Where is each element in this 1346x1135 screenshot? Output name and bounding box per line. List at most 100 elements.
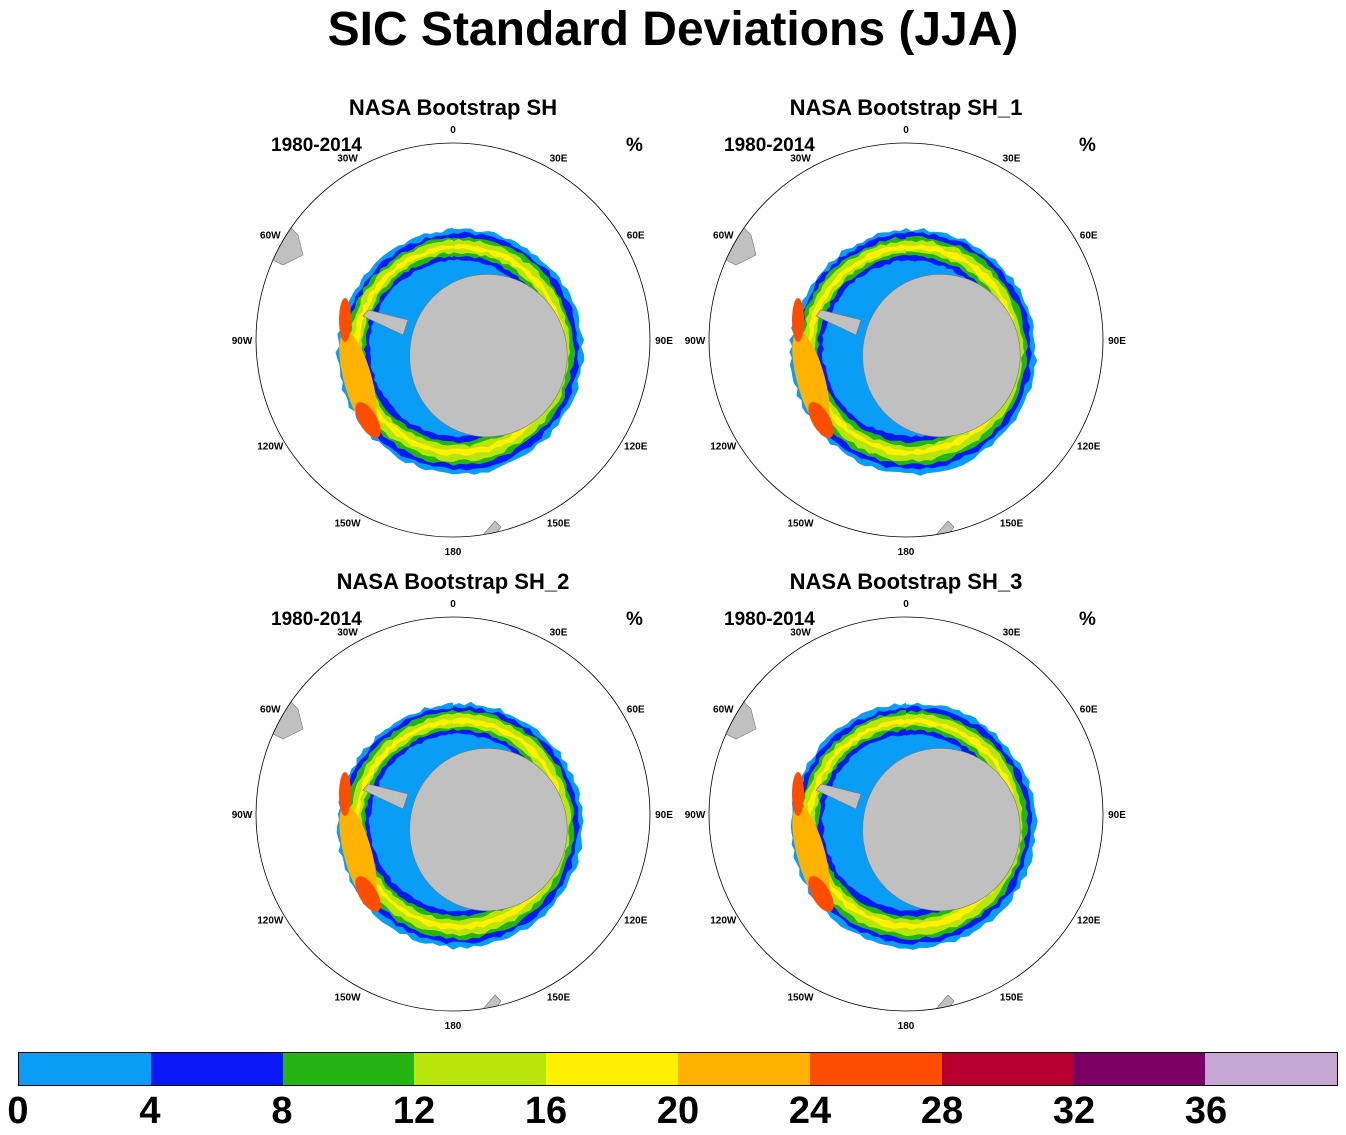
panel-units: % (626, 135, 643, 156)
colorbar-segment (282, 1053, 415, 1085)
main-title: SIC Standard Deviations (JJA) (327, 3, 1019, 56)
ice-hotspot (792, 805, 830, 903)
longitude-label: 90E (655, 810, 673, 821)
colorbar-label: 12 (392, 1090, 436, 1132)
longitude-label: 90E (655, 336, 673, 347)
colorbar-segment (809, 1053, 942, 1085)
longitude-label: 0 (903, 125, 909, 136)
colorbar-segment (19, 1053, 151, 1085)
longitude-label: 180 (898, 1021, 915, 1032)
colorbar-segment (150, 1053, 283, 1085)
longitude-label: 30W (790, 153, 811, 164)
longitude-label: 120E (1077, 442, 1101, 453)
colorbar-label: 32 (1052, 1090, 1096, 1132)
colorbar-label: 28 (920, 1090, 964, 1132)
colorbar-label: 16 (524, 1090, 568, 1132)
antarctic-peninsula (815, 309, 862, 336)
map-boundary (255, 616, 651, 1012)
map-panel: NASA Bootstrap SH 1980-2014% 0 30E 60E 90E 120… (232, 95, 674, 565)
ice-hotspot (339, 805, 377, 903)
longitude-label: 90W (232, 336, 253, 347)
panel-units: % (1079, 135, 1096, 156)
map-boundary (255, 142, 651, 538)
polar-map: 0 30E 60E 90E 120E 150E 180 150W 120W 90W 60W 30W (232, 125, 674, 558)
longitude-label: 180 (898, 547, 915, 558)
ice-hotspot (792, 772, 804, 816)
longitude-label: 60W (713, 231, 734, 242)
longitude-label: 30E (1003, 627, 1021, 638)
colorbar (18, 1052, 1338, 1086)
longitude-label: 120W (257, 916, 284, 927)
longitude-label: 30W (790, 627, 811, 638)
longitude-label: 30E (550, 627, 568, 638)
map-panel: NASA Bootstrap SH_3 1980-2014% 0 30E 60E 90E 1… (685, 569, 1127, 1039)
panel-title: NASA Bootstrap SH_2 (336, 569, 570, 594)
antarctic-peninsula (362, 309, 409, 336)
ice-hotspot (339, 331, 377, 429)
longitude-label: 90W (685, 810, 706, 821)
panel-title: NASA Bootstrap SH_3 (789, 569, 1023, 594)
longitude-label: 150E (547, 993, 571, 1004)
colorbar-segment (941, 1053, 1074, 1085)
antarctic-peninsula (815, 783, 862, 810)
antarctica-landmass (409, 747, 568, 912)
longitude-label: 30W (337, 153, 358, 164)
ice-hotspot (792, 298, 804, 342)
colorbar-label: 0 (7, 1090, 29, 1132)
longitude-label: 60W (713, 705, 734, 716)
ice-hotspot (355, 402, 381, 438)
longitude-label: 150W (334, 993, 361, 1004)
longitude-label: 120W (257, 442, 284, 453)
longitude-label: 150E (1000, 519, 1024, 530)
polar-map: 0 30E 60E 90E 120E 150E 180 150W 120W 90W 60W 30W (685, 599, 1127, 1032)
colorbar-segment (1205, 1053, 1337, 1085)
longitude-label: 30E (1003, 153, 1021, 164)
panel-period: 1980-2014 (271, 609, 362, 630)
longitude-label: 60W (260, 231, 281, 242)
panel-title: NASA Bootstrap SH_1 (789, 95, 1023, 120)
longitude-label: 120W (710, 916, 737, 927)
longitude-label: 60W (260, 705, 281, 716)
longitude-label: 90E (1108, 336, 1126, 347)
panel-units: % (626, 609, 643, 630)
antarctic-peninsula (362, 783, 409, 810)
longitude-label: 0 (450, 125, 456, 136)
ice-hotspot (355, 876, 381, 912)
panel-period: 1980-2014 (271, 135, 362, 156)
longitude-label: 90W (232, 810, 253, 821)
longitude-label: 150W (787, 993, 814, 1004)
longitude-label: 180 (445, 547, 462, 558)
colorbar-label: 4 (139, 1090, 161, 1132)
panel-units: % (1079, 609, 1096, 630)
colorbar-segment (414, 1053, 547, 1085)
colorbar-label: 36 (1184, 1090, 1228, 1132)
longitude-label: 60E (1080, 705, 1098, 716)
panel-title: NASA Bootstrap SH (348, 95, 558, 120)
ice-hotspot (339, 772, 351, 816)
colorbar-label: 24 (788, 1090, 832, 1132)
longitude-label: 120W (710, 442, 737, 453)
map-boundary (708, 616, 1104, 1012)
polar-map: 0 30E 60E 90E 120E 150E 180 150W 120W 90W 60W 30W (685, 125, 1127, 558)
longitude-label: 30E (550, 153, 568, 164)
ice-hotspot (792, 331, 830, 429)
antarctica-landmass (862, 273, 1021, 438)
colorbar-label: 8 (271, 1090, 293, 1132)
ice-hotspot (808, 876, 834, 912)
longitude-label: 120E (624, 916, 648, 927)
colorbar-segment (546, 1053, 678, 1085)
colorbar-segment (1073, 1053, 1206, 1085)
colorbar-segment (677, 1053, 810, 1085)
longitude-label: 60E (1080, 231, 1098, 242)
longitude-label: 30W (337, 627, 358, 638)
ice-hotspot (339, 298, 351, 342)
polar-map: 0 30E 60E 90E 120E 150E 180 150W 120W 90W 60W 30W (232, 599, 674, 1032)
map-panel: NASA Bootstrap SH_1 1980-2014% 0 30E 60E 90E 1… (685, 95, 1127, 565)
longitude-label: 150W (787, 519, 814, 530)
panel-period: 1980-2014 (724, 135, 815, 156)
longitude-label: 0 (903, 599, 909, 610)
antarctica-landmass (862, 747, 1021, 912)
longitude-label: 120E (1077, 916, 1101, 927)
map-panel: NASA Bootstrap SH_2 1980-2014% 0 30E 60E 90E 1… (232, 569, 674, 1039)
ice-hotspot (808, 402, 834, 438)
